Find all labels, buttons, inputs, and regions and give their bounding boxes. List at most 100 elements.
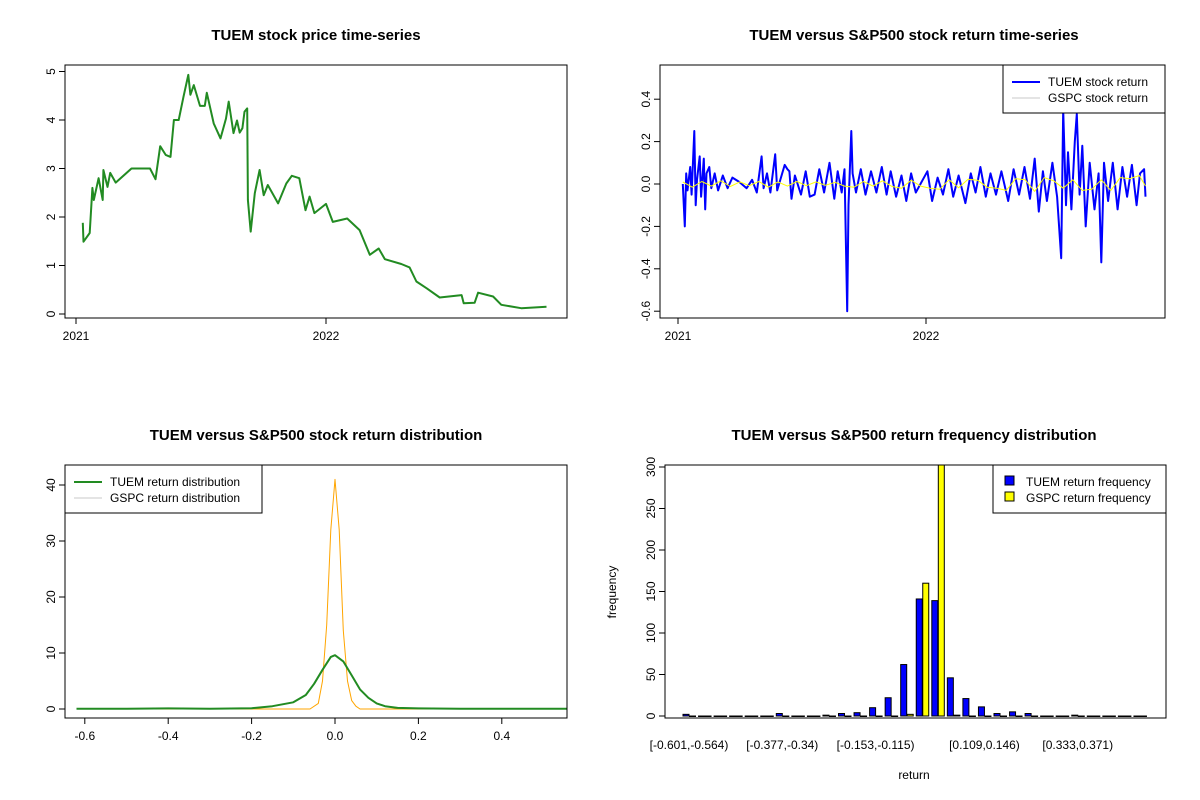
tuem-frequency-bar	[993, 713, 1001, 717]
returns-y-tick-label: -0.2	[639, 216, 653, 237]
hist-y-tick-label: 150	[644, 581, 658, 601]
hist-x-tick-label: [-0.153,-0.115)	[837, 738, 915, 752]
price-y-tick-label: 0	[44, 310, 58, 317]
tuem-frequency-bar	[1133, 715, 1141, 717]
gspc-frequency-bar	[860, 715, 868, 717]
price-plot-area	[64, 64, 568, 319]
hist-y-tick-label: 200	[644, 540, 658, 560]
density-y-tick-label: 20	[44, 590, 58, 604]
gspc-frequency-bar	[875, 715, 883, 717]
gspc-frequency-bar	[906, 713, 914, 717]
tuem-frequency-bar	[1086, 715, 1094, 717]
gspc-frequency-bar	[937, 465, 945, 717]
density-x-tick-label: -0.2	[241, 729, 262, 743]
tuem-frequency-bar	[931, 600, 939, 717]
legend-label-tuem-density: TUEM return distribution	[110, 475, 240, 489]
tuem-frequency-bar	[962, 698, 970, 717]
tuem-return-line	[681, 108, 1147, 313]
gspc-frequency-bar	[704, 715, 712, 717]
legend-label-gspc-density: GSPC return distribution	[110, 491, 240, 505]
gspc-frequency-bar	[797, 715, 805, 717]
gspc-frequency-bar	[766, 715, 774, 717]
price-y-tick-label: 3	[44, 165, 58, 172]
legend-label-tuem-frequency: TUEM return frequency	[1026, 475, 1151, 489]
tuem-frequency-bar	[682, 713, 690, 717]
returns-y-tick-label: 0.2	[639, 133, 653, 150]
gspc-frequency-bar	[828, 715, 836, 717]
price-x-tick-label: 2021	[63, 329, 90, 343]
gspc-frequency-bar	[735, 715, 743, 717]
returns-plot-area	[659, 64, 1166, 319]
gspc-frequency-bar	[689, 715, 696, 717]
histogram-plot-area	[664, 464, 1167, 719]
density-plot-area	[64, 464, 568, 719]
density-x-tick-label: -0.6	[74, 729, 95, 743]
legend-swatch-tuem-frequency	[1004, 475, 1015, 486]
gspc-frequency-bar	[922, 582, 930, 717]
gspc-frequency-bar	[782, 715, 790, 717]
price-y-tick-label: 4	[44, 116, 58, 123]
chart-title-histogram: TUEM versus S&P500 return frequency dist…	[731, 427, 1096, 444]
returns-legend	[1002, 64, 1166, 114]
hist-y-tick-label: 50	[644, 668, 658, 682]
density-x-tick-label: -0.4	[158, 729, 179, 743]
returns-x-tick-label: 2022	[913, 329, 940, 343]
gspc-frequency-bar	[1046, 715, 1054, 717]
density-legend	[64, 464, 263, 514]
tuem-frequency-bar	[1040, 715, 1048, 717]
gspc-frequency-bar	[751, 715, 759, 717]
tuem-frequency-bar	[869, 707, 877, 717]
gspc-density-line	[76, 478, 567, 710]
legend-swatch-gspc-frequency	[1004, 491, 1015, 502]
chart-title-price: TUEM stock price time-series	[211, 27, 420, 44]
hist-x-tick-label: [0.109,0.146)	[949, 738, 1020, 752]
gspc-frequency-bar	[1108, 715, 1116, 717]
histogram-legend	[992, 464, 1167, 514]
hist-y-tick-label: 300	[644, 457, 658, 477]
gspc-frequency-bar	[968, 715, 976, 717]
gspc-frequency-bar	[1062, 715, 1070, 717]
gspc-frequency-bar	[1139, 715, 1147, 717]
gspc-frequency-bar	[1093, 715, 1101, 717]
tuem-frequency-bar	[698, 715, 706, 717]
hist-x-tick-label: [0.333,0.371)	[1042, 738, 1113, 752]
tuem-frequency-bar	[775, 713, 783, 717]
density-y-tick-label: 0	[44, 705, 58, 712]
gspc-frequency-bar	[1077, 715, 1085, 717]
tuem-frequency-bar	[915, 598, 923, 717]
tuem-frequency-bar	[977, 706, 985, 717]
x-axis-label-histogram: return	[898, 768, 929, 782]
tuem-frequency-bar	[806, 715, 814, 717]
tuem-frequency-bar	[884, 697, 892, 717]
price-y-tick-label: 1	[44, 262, 58, 269]
tuem-frequency-bar	[791, 715, 799, 717]
tuem-frequency-bar	[946, 677, 954, 717]
returns-x-tick-label: 2021	[665, 329, 692, 343]
hist-y-tick-label: 100	[644, 623, 658, 643]
hist-x-tick-label: [-0.601,-0.564)	[650, 738, 729, 752]
hist-y-tick-label: 0	[644, 712, 658, 719]
chart-title-density: TUEM versus S&P500 stock return distribu…	[150, 427, 483, 444]
tuem-frequency-bar	[838, 713, 845, 717]
tuem-frequency-bar	[1117, 715, 1125, 717]
hist-y-tick-label: 250	[644, 498, 658, 518]
hist-x-tick-label: [-0.377,-0.34)	[746, 738, 818, 752]
tuem-frequency-bar	[1009, 711, 1017, 717]
gspc-frequency-bar	[1015, 715, 1023, 717]
legend-label-gspc-frequency: GSPC return frequency	[1026, 491, 1151, 505]
gspc-frequency-bar	[891, 715, 899, 717]
tuem-density-line	[76, 654, 567, 710]
returns-y-tick-label: 0.0	[639, 175, 653, 192]
density-y-tick-label: 30	[44, 534, 58, 548]
tuem-frequency-bar	[1071, 714, 1079, 717]
tuem-price-line	[81, 73, 547, 310]
gspc-frequency-bar	[844, 715, 852, 717]
gspc-return-line	[682, 175, 1146, 192]
price-y-tick-label: 5	[44, 68, 58, 75]
density-x-tick-label: 0.4	[493, 729, 510, 743]
density-x-tick-label: 0.2	[410, 729, 427, 743]
tuem-frequency-bar	[760, 715, 768, 717]
density-y-tick-label: 40	[44, 478, 58, 492]
tuem-frequency-bar	[1055, 715, 1063, 717]
